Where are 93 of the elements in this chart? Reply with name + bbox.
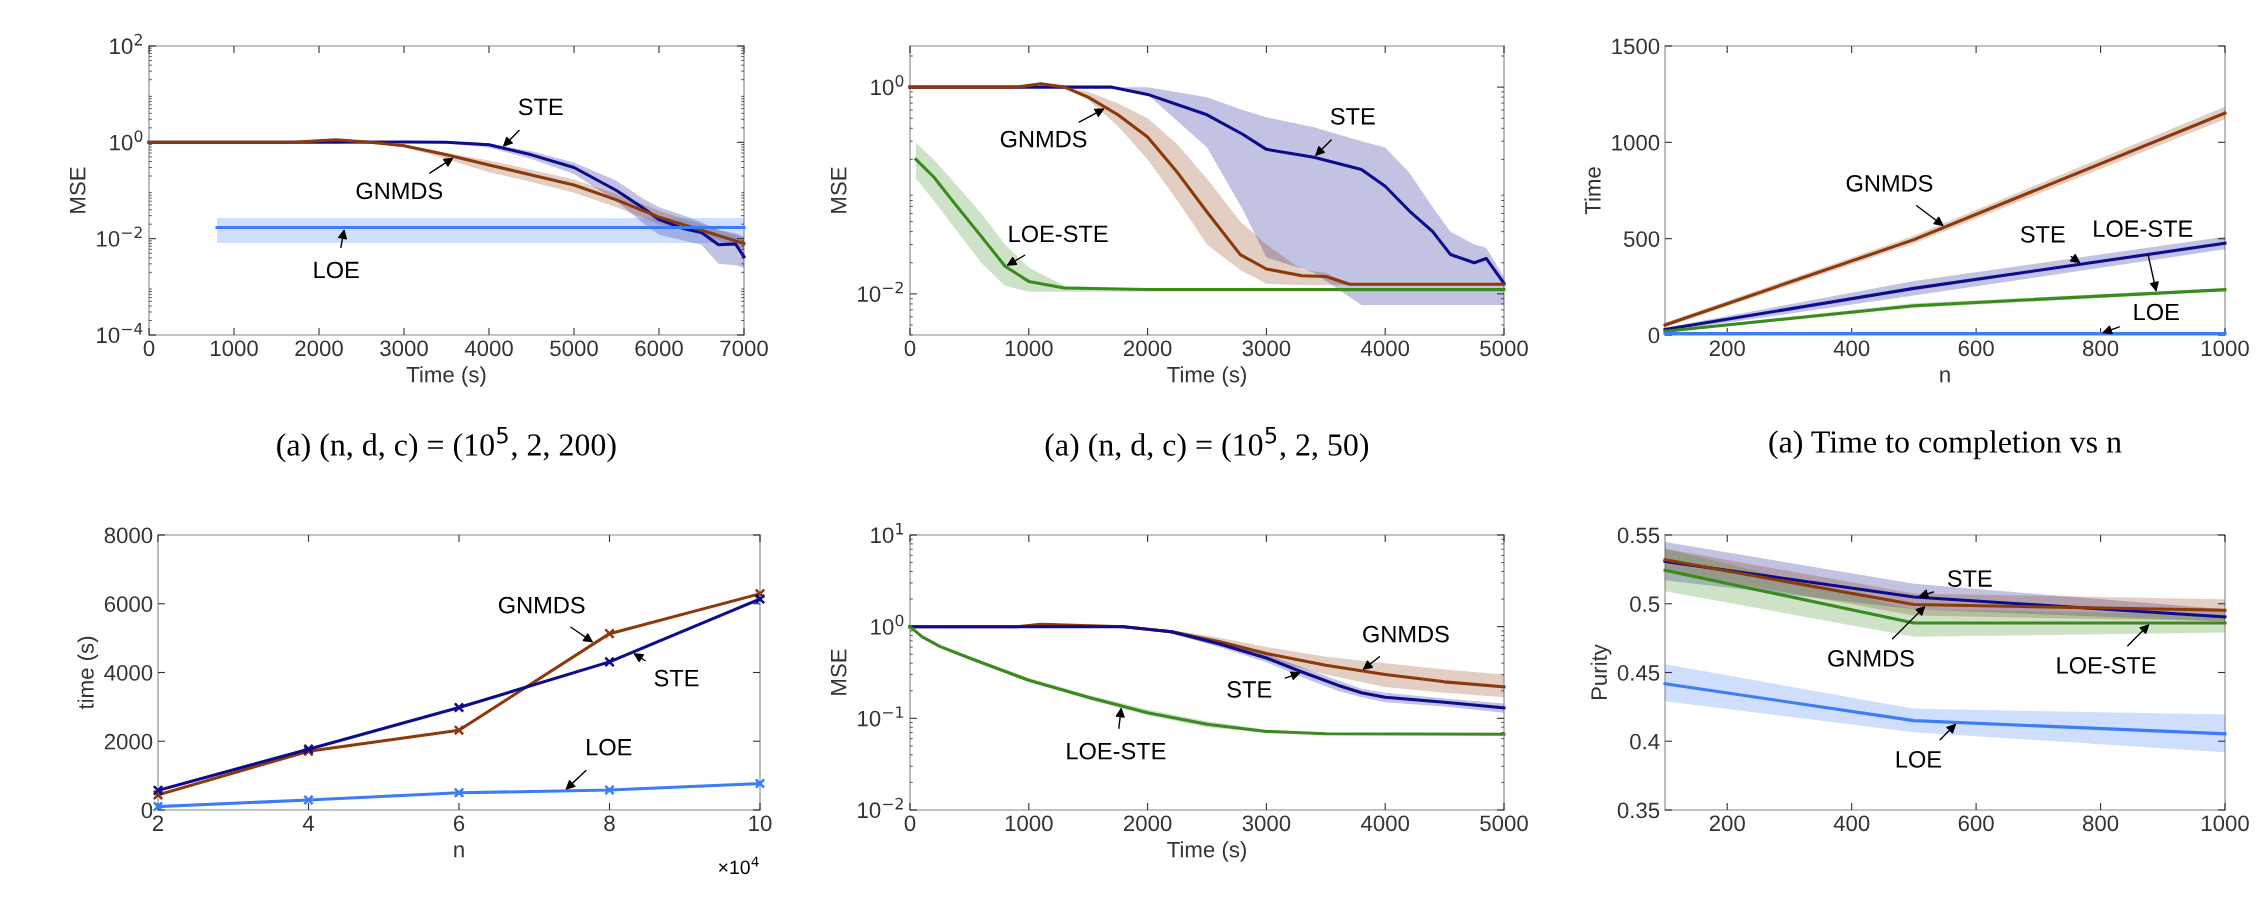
x-axis-title: n (1940, 370, 1950, 383)
text: (a) Time to completion vs n (1769, 430, 2122, 460)
y-tick-label: 0.4 (1630, 733, 1660, 750)
x-tick-label: 1000 (2201, 815, 2249, 832)
series-label: STE (1330, 107, 1375, 125)
text: (a) (n, d, c) = (10$^{5}$, 2, 50) (1045, 426, 1369, 463)
series-label: GNMDS (1363, 625, 1449, 643)
y-axis-title: MSE (830, 649, 847, 695)
series-label: GNMDS (498, 596, 585, 614)
y-tick-label: 4000 (104, 665, 153, 681)
x-tick-label: 1000 (210, 340, 258, 357)
y-axis-title: MSE (830, 167, 847, 213)
y-tick-label: 0.55 (1617, 527, 1660, 544)
y-tick-label: 10$^{−4}$ (97, 323, 143, 344)
x-tick-label: 0 (904, 815, 916, 832)
x-tick-label: 4000 (464, 340, 513, 357)
x-tick-label: 6 (453, 815, 465, 832)
y-tick-label: 1000 (1612, 134, 1660, 151)
x-axis-title: Time (s) (406, 366, 486, 387)
series-label: STE (2020, 225, 2065, 243)
y-tick-label: 6000 (104, 596, 153, 613)
y-tick-label: 10$^{1}$ (871, 523, 903, 544)
x-tick-label: 1000 (2201, 340, 2249, 357)
x-tick-label: 600 (1958, 340, 1994, 357)
y-axis-title: time (s) (77, 636, 99, 710)
text: (a) (n, d, c) = (10$^{5}$, 2, 200) (277, 426, 616, 463)
y-tick-label: 1500 (1612, 38, 1660, 55)
series-label: LOE-STE (1067, 742, 1166, 760)
y-tick-label: 500 (1623, 231, 1660, 247)
y-tick-label: 2000 (104, 733, 153, 750)
x-tick-label: 3000 (1242, 815, 1291, 832)
x-tick-label: 4 (302, 815, 315, 831)
y-tick-label: 10$^{2}$ (110, 33, 142, 55)
x-tick-label: 3000 (380, 340, 428, 357)
x-tick-label: 400 (1833, 340, 1870, 357)
y-tick-label: 10$^{−2}$ (858, 281, 903, 302)
x-tick-label: 2000 (1124, 815, 1172, 832)
x-tick-label: 6000 (635, 340, 683, 357)
y-tick-label: 0 (1648, 327, 1660, 344)
series-label: GNMDS (1000, 130, 1087, 148)
series-label: LOE (2134, 303, 2179, 321)
x-tick-label: 8 (604, 815, 615, 832)
x-tick-label: 400 (1833, 815, 1870, 832)
y-tick-label: 10$^{−1}$ (858, 706, 903, 727)
y-tick-label: 10$^{−2}$ (97, 226, 142, 247)
series-label: STE (654, 669, 699, 687)
y-tick-label: 8000 (104, 527, 153, 544)
x-tick-label: 5000 (550, 340, 598, 357)
series-label: LOE (314, 261, 359, 279)
x-axis-title: n (454, 845, 464, 858)
series-label: GNMDS (356, 182, 443, 200)
x-tick-label: 5000 (1480, 815, 1528, 832)
series-label: LOE (1896, 750, 1942, 768)
x-tick-label: 1000 (1005, 340, 1053, 357)
y-tick-label: 10$^{0}$ (871, 614, 904, 635)
x-axis-title: Time (s) (1167, 841, 1246, 862)
x-tick-label: 3000 (1242, 340, 1291, 357)
text: ×10$^{4}$ (718, 856, 759, 875)
series-label: GNMDS (1846, 174, 1933, 192)
x-tick-label: 800 (2082, 815, 2119, 832)
x-tick-label: 600 (1958, 815, 1994, 832)
y-tick-label: 0.45 (1617, 665, 1660, 681)
y-tick-label: 0 (141, 802, 153, 819)
series-label: LOE-STE (1009, 225, 1108, 243)
x-tick-label: 0 (904, 340, 916, 357)
series-label: LOE (587, 738, 632, 756)
series-label: LOE-STE (2057, 657, 2156, 674)
x-tick-label: 10 (749, 815, 772, 832)
x-tick-label: 2 (152, 815, 164, 831)
x-tick-label: 200 (1709, 340, 1745, 357)
x-tick-label: 1000 (1005, 815, 1053, 832)
y-axis-title: MSE (69, 167, 86, 213)
y-axis-title: Purity (1590, 644, 1612, 700)
y-tick-label: 0.35 (1617, 802, 1660, 819)
x-tick-label: 2000 (295, 340, 343, 357)
x-tick-label: 7000 (720, 340, 768, 357)
x-tick-label: 800 (2082, 340, 2119, 357)
x-tick-label: 4000 (1361, 815, 1410, 832)
text: LOE-STE (2094, 220, 2193, 238)
x-tick-label: 200 (1709, 815, 1745, 832)
y-tick-label: 0.5 (1630, 596, 1660, 613)
series-label: STE (1227, 681, 1272, 698)
x-axis-title: Time (s) (1167, 366, 1246, 387)
series-label: STE (1947, 570, 1992, 587)
y-axis-title: Time (1584, 167, 1601, 215)
y-tick-label: 10$^{0}$ (110, 130, 143, 151)
series-label: STE (518, 98, 563, 116)
series-label: GNMDS (1828, 649, 1914, 667)
x-tick-label: 5000 (1480, 340, 1528, 357)
x-tick-label: 2000 (1124, 340, 1172, 357)
y-tick-label: 10$^{−2}$ (858, 797, 903, 819)
y-tick-label: 10$^{0}$ (871, 74, 904, 96)
x-tick-label: 4000 (1361, 340, 1410, 357)
